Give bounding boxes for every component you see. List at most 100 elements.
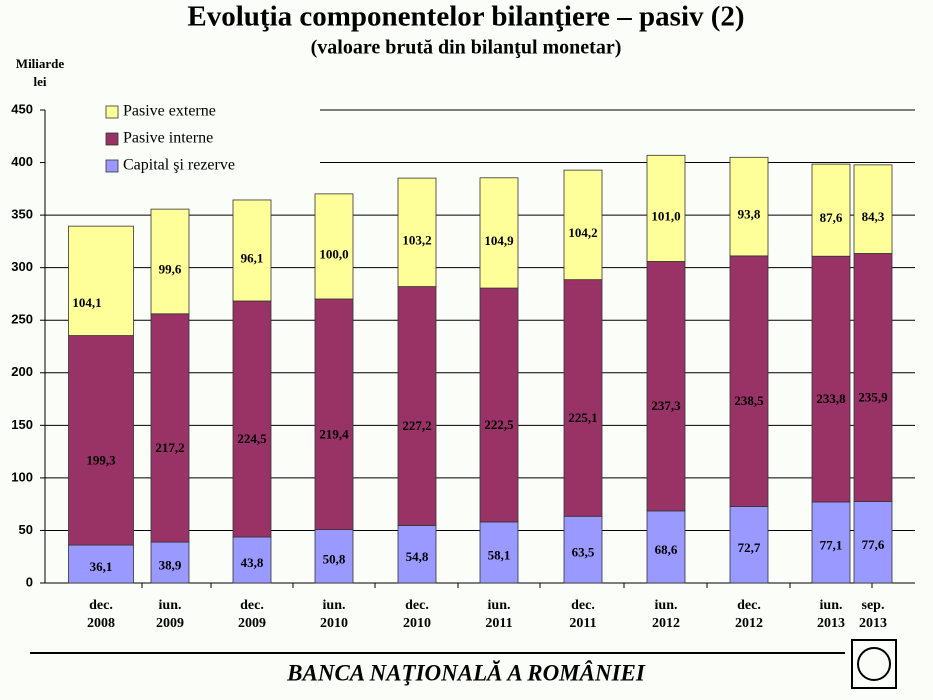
value-label: 222,5 — [484, 417, 514, 432]
x-tick-label: dec. 2011 — [569, 598, 596, 631]
plot: 0 50 100 150 200 250 300 350 400 450 dec. 2008 iun. 2… — [11, 101, 915, 631]
bar-segment — [646, 261, 686, 512]
value-label: 219,4 — [319, 426, 349, 441]
value-label-box — [731, 205, 767, 224]
value-label: 104,9 — [484, 233, 514, 248]
x-tick-label: dec. 2012 — [735, 598, 763, 631]
value-label-box — [813, 390, 849, 409]
value-label-box — [813, 536, 849, 555]
value-label: 100,0 — [319, 246, 348, 261]
value-label-box — [855, 388, 891, 407]
value-label-box — [234, 553, 270, 572]
chart-subtitle: (valoare brută din bilanţul monetar) — [311, 37, 622, 59]
value-label-box — [731, 392, 767, 411]
value-label: 238,5 — [734, 393, 764, 408]
value-label-box — [234, 429, 270, 448]
value-label: 99,6 — [159, 261, 182, 276]
y-tick-label: 250 — [11, 312, 33, 327]
value-label: 233,8 — [816, 391, 846, 406]
value-label-box — [481, 415, 517, 434]
value-label-box — [813, 209, 849, 228]
y-axis-label: Miliarde lei — [16, 56, 65, 89]
value-label-box — [69, 293, 105, 312]
value-label: 54,8 — [406, 549, 429, 564]
value-label: 104,2 — [568, 225, 597, 240]
value-label: 63,5 — [572, 545, 595, 560]
y-tick-label: 100 — [11, 469, 33, 484]
x-tick-label: sep. 2013 — [859, 598, 887, 631]
value-label-box — [648, 540, 684, 559]
value-label: 36,1 — [90, 559, 113, 574]
legend-label: Pasive externe — [123, 103, 216, 120]
y-tick-label: 350 — [11, 207, 33, 222]
legend-label: Pasive interne — [123, 130, 213, 147]
value-label-box — [855, 208, 891, 227]
value-label-box — [855, 536, 891, 555]
value-label: 50,8 — [323, 551, 346, 566]
value-label: 199,3 — [86, 452, 116, 467]
bar-segment — [68, 544, 134, 584]
bar-segment — [150, 313, 190, 543]
value-label: 58,1 — [488, 547, 511, 562]
value-label-box — [152, 556, 188, 575]
x-tick-label: iun. 2011 — [485, 598, 512, 631]
value-label: 68,6 — [655, 542, 678, 557]
bar-segment — [853, 253, 893, 502]
y-tick-label: 0 — [26, 574, 33, 589]
legend-swatch — [105, 132, 119, 146]
footer: BANCA NAŢIONALĂ A ROMÂNIEI — [286, 659, 646, 685]
y-tick-label: 50 — [19, 522, 33, 537]
value-label-box — [648, 397, 684, 416]
legend-swatch — [105, 105, 119, 119]
value-label-box — [83, 558, 119, 577]
value-label-box — [316, 245, 352, 264]
value-label: 237,3 — [651, 398, 681, 413]
logo — [851, 639, 897, 689]
value-label: 84,3 — [862, 209, 885, 224]
value-label: 77,1 — [820, 537, 843, 552]
y-tick-label: 200 — [11, 364, 33, 379]
value-label: 235,9 — [858, 389, 888, 404]
x-tick-label: dec. 2010 — [403, 598, 431, 631]
value-label: 217,2 — [155, 440, 184, 455]
value-label-box — [565, 223, 601, 242]
value-label-box — [565, 408, 601, 427]
value-label-box — [316, 425, 352, 444]
value-label: 43,8 — [241, 555, 264, 570]
value-label-box — [83, 451, 119, 470]
value-label-box — [152, 438, 188, 457]
x-tick-label: dec. 2009 — [238, 598, 266, 631]
bar-segment — [68, 225, 134, 336]
bar-segment — [811, 255, 851, 503]
value-label-box — [152, 260, 188, 279]
y-tick-label: 400 — [11, 154, 33, 169]
value-label: 104,1 — [72, 295, 101, 310]
y-tick-label: 300 — [11, 259, 33, 274]
value-label-box — [399, 416, 435, 435]
x-tick-label: dec. 2008 — [87, 598, 115, 631]
value-label-box — [399, 548, 435, 567]
value-label: 224,5 — [237, 431, 267, 446]
value-label-box — [648, 207, 684, 226]
value-label: 96,1 — [241, 250, 264, 265]
value-label: 227,2 — [402, 418, 431, 433]
bar-segment — [314, 298, 354, 531]
value-label: 93,8 — [738, 207, 761, 222]
value-label: 72,7 — [738, 540, 761, 555]
value-label-box — [481, 546, 517, 565]
bar-segment — [397, 286, 437, 526]
x-tick-label: iun. 2010 — [320, 598, 348, 631]
x-tick-label: iun. 2012 — [652, 598, 680, 631]
value-label: 101,0 — [651, 208, 680, 223]
y-tick-label: 150 — [11, 417, 33, 432]
value-label-box — [316, 550, 352, 569]
value-label-box — [565, 543, 601, 562]
y-tick-label: 450 — [11, 101, 33, 116]
value-label: 103,2 — [402, 232, 431, 247]
value-label-box — [481, 231, 517, 250]
value-label: 38,9 — [159, 558, 182, 573]
bar-segment — [729, 255, 769, 507]
value-label: 77,6 — [862, 537, 885, 552]
value-label-box — [731, 538, 767, 557]
value-label-box — [399, 231, 435, 250]
